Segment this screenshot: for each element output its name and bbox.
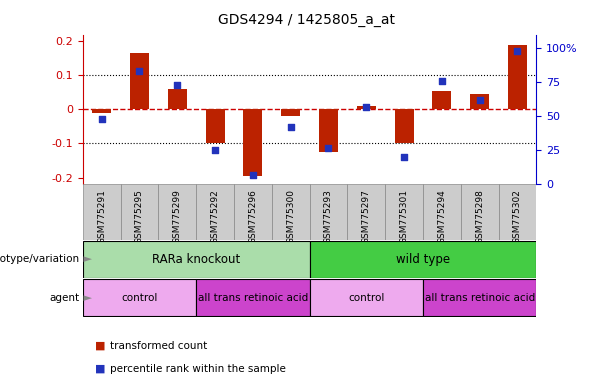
- Point: [361, 104, 371, 110]
- Point: [399, 154, 409, 160]
- Text: wild type: wild type: [396, 253, 450, 266]
- Bar: [234, 184, 272, 240]
- Text: control: control: [121, 293, 158, 303]
- Text: ■: ■: [95, 364, 105, 374]
- Point: [286, 124, 295, 130]
- Bar: [272, 184, 310, 240]
- Point: [512, 48, 522, 54]
- Bar: [243, 109, 262, 176]
- Point: [210, 147, 220, 153]
- Bar: [83, 241, 310, 278]
- Bar: [281, 109, 300, 116]
- Text: control: control: [348, 293, 384, 303]
- Point: [437, 78, 447, 84]
- Text: GSM775299: GSM775299: [173, 189, 182, 244]
- Text: GSM775302: GSM775302: [513, 189, 522, 244]
- Text: GSM775298: GSM775298: [475, 189, 484, 244]
- Text: GSM775300: GSM775300: [286, 189, 295, 244]
- Bar: [498, 184, 536, 240]
- Text: GSM775294: GSM775294: [437, 189, 446, 243]
- Bar: [432, 91, 451, 109]
- Bar: [357, 106, 376, 109]
- Bar: [196, 279, 310, 316]
- Text: ►: ►: [80, 293, 92, 303]
- Bar: [310, 241, 536, 278]
- Text: GSM775291: GSM775291: [97, 189, 106, 244]
- Text: GSM775295: GSM775295: [135, 189, 144, 244]
- Text: GSM775296: GSM775296: [248, 189, 257, 244]
- Bar: [395, 109, 414, 144]
- Text: all trans retinoic acid: all trans retinoic acid: [425, 293, 535, 303]
- Bar: [310, 184, 348, 240]
- Point: [475, 97, 485, 103]
- Text: RARa knockout: RARa knockout: [152, 253, 240, 266]
- Bar: [130, 53, 149, 109]
- Point: [134, 68, 145, 74]
- Bar: [83, 279, 196, 316]
- Point: [248, 172, 257, 178]
- Point: [324, 144, 333, 151]
- Text: GDS4294 / 1425805_a_at: GDS4294 / 1425805_a_at: [218, 13, 395, 27]
- Text: ■: ■: [95, 341, 105, 351]
- Bar: [196, 184, 234, 240]
- Text: agent: agent: [50, 293, 80, 303]
- Text: genotype/variation: genotype/variation: [0, 254, 80, 264]
- Bar: [121, 184, 158, 240]
- Text: ►: ►: [80, 254, 92, 264]
- Bar: [319, 109, 338, 152]
- Point: [97, 116, 107, 122]
- Text: percentile rank within the sample: percentile rank within the sample: [110, 364, 286, 374]
- Bar: [423, 184, 461, 240]
- Text: GSM775292: GSM775292: [210, 189, 219, 243]
- Bar: [385, 184, 423, 240]
- Text: all trans retinoic acid: all trans retinoic acid: [198, 293, 308, 303]
- Point: [172, 82, 182, 88]
- Bar: [168, 89, 187, 109]
- Bar: [310, 279, 423, 316]
- Bar: [158, 184, 196, 240]
- Bar: [423, 279, 536, 316]
- Bar: [92, 109, 111, 113]
- Text: GSM775297: GSM775297: [362, 189, 371, 244]
- Text: transformed count: transformed count: [110, 341, 208, 351]
- Bar: [461, 184, 498, 240]
- Text: GSM775293: GSM775293: [324, 189, 333, 244]
- Bar: [83, 184, 121, 240]
- Bar: [348, 184, 385, 240]
- Bar: [205, 109, 224, 144]
- Bar: [470, 94, 489, 109]
- Text: GSM775301: GSM775301: [400, 189, 409, 244]
- Bar: [508, 45, 527, 109]
